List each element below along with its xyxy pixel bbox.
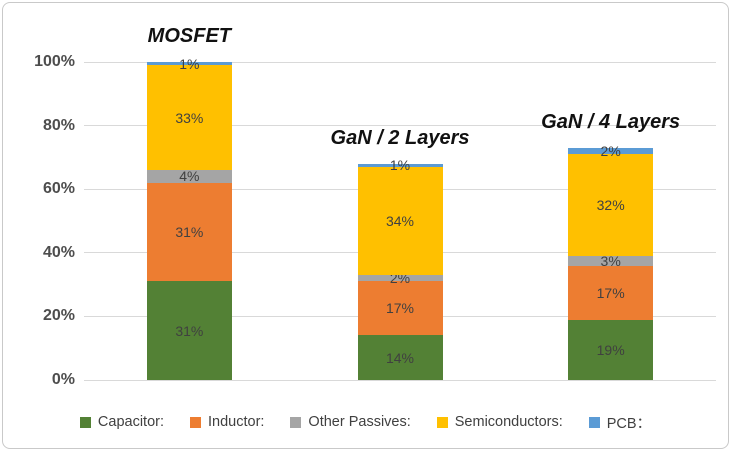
bar-segment-pcb [568, 147, 654, 155]
bar-segment-other-passives [568, 256, 654, 266]
legend-swatch-other-passives [290, 416, 302, 428]
legend-label-capacitor: Capacitor: [97, 414, 164, 430]
bar-segment-semiconductors [146, 65, 232, 171]
legend-label-semiconductors: Semiconductors: [454, 414, 563, 430]
gridline-100 [84, 61, 716, 63]
legend-item-semiconductors: Semiconductors: [436, 414, 563, 430]
legend-swatch-semiconductors [436, 416, 448, 428]
legend-item-capacitor: Capacitor: [79, 414, 164, 430]
bar-segment-semiconductors [357, 166, 443, 276]
legend-swatch-capacitor [79, 416, 91, 428]
legend-label-pcb: PCB： [606, 415, 652, 432]
y-axis-tick-label: 40% [42, 243, 75, 261]
category-label-gan-4-layers: GaN / 4 Layers [541, 110, 681, 133]
stacked-bar-gan-2-layers: 14% 17% 2% 34% 1% [357, 157, 443, 380]
stacked-bar-gan-4-layers: 19% 17% 3% 32% 2% [568, 143, 654, 380]
bar-segment-capacitor [146, 281, 232, 380]
y-axis-tick-label: 80% [42, 116, 75, 134]
legend-item-inductor: Inductor: [190, 414, 264, 430]
y-axis-tick-label: 0% [51, 371, 75, 388]
bar-segment-other-passives [357, 275, 443, 282]
category-label-gan-2-layers: GaN / 2 Layers [330, 126, 470, 149]
bar-segment-inductor [568, 265, 654, 320]
bar-segment-inductor [146, 182, 232, 282]
legend-item-other-passives: Other Passives: [290, 414, 411, 430]
y-axis-tick-label: 60% [42, 180, 75, 198]
bar-segment-capacitor [568, 319, 654, 380]
y-axis-tick-label: 100% [34, 53, 75, 70]
bar-segment-semiconductors [568, 154, 654, 256]
gridline-0 [84, 379, 716, 381]
gridline-80 [84, 125, 716, 127]
legend-item-pcb: PCB： [588, 412, 652, 433]
legend-label-inductor: Inductor: [208, 414, 265, 430]
bar-segment-pcb [357, 163, 443, 167]
legend-swatch-pcb [588, 416, 600, 428]
plot-area: 31% 31% 4% 33% 1% MOSFET 14% 17% 2% 34% 1% GaN / 2 … [84, 25, 716, 381]
bar-segment-inductor [357, 281, 443, 336]
bar-segment-capacitor [357, 335, 443, 380]
bar-segment-other-passives [146, 170, 232, 183]
category-label-mosfet: MOSFET [147, 25, 232, 47]
bar-segment-pcb [146, 62, 232, 66]
legend-swatch-inductor [190, 416, 201, 428]
chart-legend: Capacitor: Inductor: Other Passives: Semico… [3, 407, 728, 437]
y-axis-tick-label: 20% [42, 307, 75, 325]
stacked-bar-mosfet: 31% 31% 4% 33% 1% [146, 56, 232, 380]
legend-label-other-passives: Other Passives: [308, 414, 411, 430]
